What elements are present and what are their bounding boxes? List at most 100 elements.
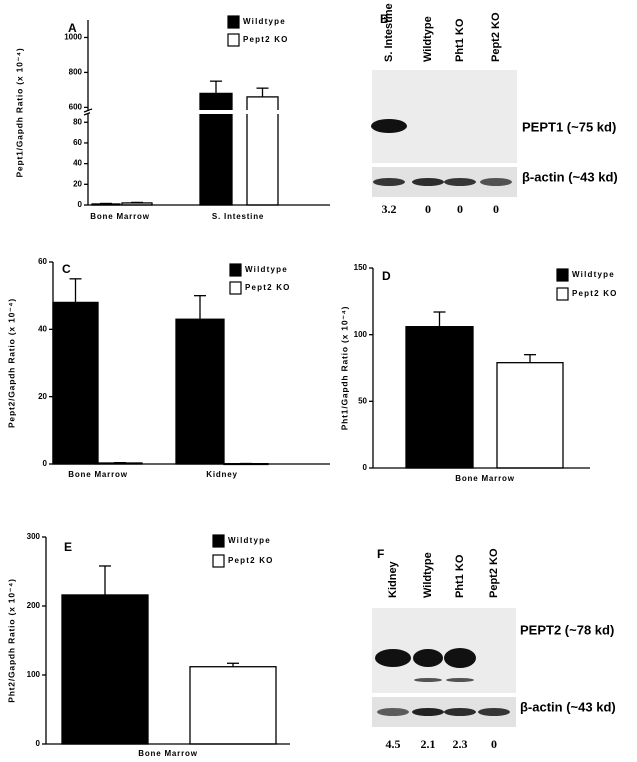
legend-label: Pept2 KO — [245, 283, 291, 292]
error-bar — [100, 202, 112, 205]
break-gap — [90, 110, 332, 114]
y-tick-label: 600 — [69, 102, 83, 111]
band-label: PEPT1 (~75 kd) — [522, 119, 616, 134]
y-axis-label: Pept2/Gapdh Ratio (x 10⁻⁴) — [6, 298, 16, 428]
lane-label: Pht1 KO — [454, 554, 466, 598]
x-tick-label: Bone Marrow — [455, 474, 514, 483]
band-label: PEPT2 (~78 kd) — [520, 622, 614, 637]
panel-label: C — [62, 262, 71, 276]
legend-label: Wildtype — [245, 265, 288, 274]
error-bar — [194, 295, 206, 320]
y-tick-label: 0 — [363, 463, 368, 472]
legend-label: Wildtype — [572, 270, 615, 279]
legend-swatch — [556, 268, 569, 282]
y-tick-label: 150 — [354, 263, 368, 272]
x-tick-label: S. Intestine — [212, 212, 264, 221]
y-axis-label: Pht2/Gapdh Ratio (x 10⁻⁴) — [6, 578, 16, 703]
bar — [189, 666, 277, 745]
y-axis-label: Pht1/Gapdh Ratio (x 10⁻⁴) — [339, 306, 349, 431]
x-tick-label: Bone Marrow — [138, 749, 197, 758]
error-bar — [210, 80, 222, 94]
legend-label: Pept2 KO — [228, 556, 274, 565]
quantity: 0 — [491, 737, 497, 751]
legend-swatch — [212, 554, 225, 568]
y-tick-label: 100 — [27, 670, 41, 679]
blot-band — [413, 649, 443, 667]
blot-band — [371, 119, 407, 133]
y-axis-label: Pept1/Gapdh Ratio (x 10⁻⁴) — [14, 47, 24, 177]
quantity: 4.5 — [386, 737, 401, 751]
legend-swatch — [227, 33, 240, 47]
y-tick-label: 800 — [69, 68, 83, 77]
panel-label: F — [377, 547, 384, 561]
legend-swatch — [212, 534, 225, 548]
quantity: 2.3 — [453, 737, 468, 751]
blot-band — [444, 648, 476, 668]
blot-band — [412, 178, 444, 186]
y-tick-label: 20 — [38, 392, 47, 401]
legend-swatch — [556, 287, 569, 301]
y-tick-label: 60 — [38, 257, 47, 266]
x-tick-label: Bone Marrow — [90, 212, 149, 221]
legend-label: Pept2 KO — [243, 35, 289, 44]
blot-band — [478, 708, 510, 716]
bar — [405, 326, 474, 469]
quantity: 3.2 — [382, 202, 397, 216]
blot-band — [444, 708, 476, 716]
blot-band — [444, 178, 476, 186]
bar — [61, 594, 149, 745]
x-tick-label: Bone Marrow — [68, 470, 127, 479]
error-bar — [131, 201, 143, 204]
lane-label: Pept2 KO — [488, 548, 500, 598]
bar — [496, 362, 564, 469]
y-tick-label: 1000 — [64, 33, 82, 42]
lane-label: Pept2 KO — [490, 12, 502, 62]
y-tick-label: 50 — [358, 396, 367, 405]
blot-band — [373, 178, 405, 186]
y-tick-label: 40 — [73, 159, 82, 168]
blot-band — [412, 708, 444, 716]
quantity: 0 — [425, 202, 431, 216]
legend-label: Wildtype — [243, 17, 286, 26]
lane-label: Wildtype — [422, 552, 434, 598]
y-tick-label: 100 — [354, 330, 368, 339]
y-tick-label: 0 — [36, 739, 41, 748]
x-tick-label: Kidney — [206, 470, 237, 479]
band-label: β-actin (~43 kd) — [520, 699, 616, 714]
panel-label: B — [380, 12, 389, 26]
y-tick-label: 40 — [38, 324, 47, 333]
lane-label: Pht1 KO — [454, 18, 466, 62]
quantity: 2.1 — [421, 737, 436, 751]
quantity: 0 — [493, 202, 499, 216]
legend-label: Wildtype — [228, 536, 271, 545]
legend-label: Pept2 KO — [572, 289, 618, 298]
lane-label: S. Intestine — [383, 3, 395, 62]
band-label: β-actin (~43 kd) — [522, 169, 618, 184]
panel-label: A — [68, 21, 77, 35]
blot-membrane — [372, 70, 517, 163]
panel-label: D — [382, 269, 391, 283]
legend-swatch — [229, 263, 242, 277]
blot-band — [375, 649, 411, 667]
error-bar — [524, 354, 536, 363]
y-tick-label: 80 — [73, 117, 82, 126]
y-tick-label: 300 — [27, 532, 41, 541]
error-bar — [99, 565, 111, 595]
blot-band — [377, 708, 409, 716]
quantity: 0 — [457, 202, 463, 216]
lane-label: Wildtype — [422, 16, 434, 62]
error-bar — [256, 87, 269, 97]
lane-label: Kidney — [387, 560, 399, 598]
y-tick-label: 20 — [73, 179, 82, 188]
blot-band — [414, 678, 442, 682]
legend-swatch — [227, 15, 240, 29]
y-tick-label: 0 — [43, 459, 48, 468]
error-bar — [433, 311, 446, 327]
y-tick-label: 60 — [73, 138, 82, 147]
error-bar — [69, 278, 82, 303]
bar — [52, 301, 99, 465]
blot-band — [480, 178, 512, 186]
error-bar — [227, 662, 239, 667]
legend-swatch — [229, 281, 242, 295]
